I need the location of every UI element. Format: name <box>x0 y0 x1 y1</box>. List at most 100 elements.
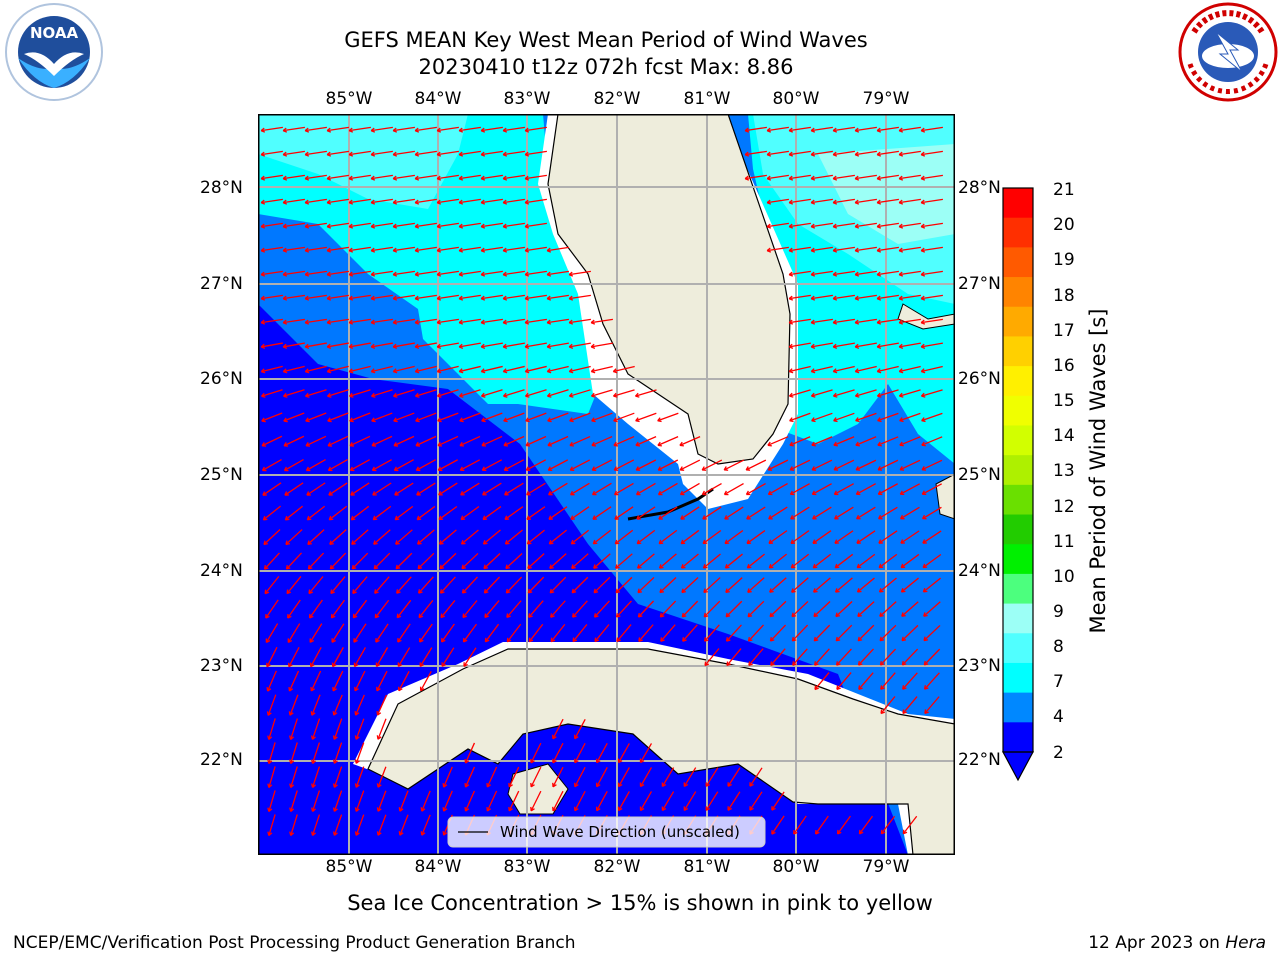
colorbar-extend-triangle <box>1001 751 1035 782</box>
wave-arrow <box>462 600 478 618</box>
wave-arrow-head <box>701 490 707 496</box>
wave-arrow <box>462 576 478 594</box>
wave-arrow <box>261 246 283 252</box>
wave-arrow-head <box>679 466 685 471</box>
wave-arrow-head <box>832 247 838 253</box>
wave-arrow-head <box>260 319 266 325</box>
wave-arrow <box>283 126 305 132</box>
wave-arrow <box>811 270 833 276</box>
wave-arrow-head <box>349 466 355 472</box>
wave-arrow-head <box>637 564 642 569</box>
wave-arrow-head <box>922 587 928 593</box>
wave-arrow-head <box>458 368 464 374</box>
wave-arrow-head <box>613 466 619 471</box>
wave-arrow <box>552 718 564 740</box>
wave-arrow-head <box>593 564 598 569</box>
wave-arrow-head <box>704 661 710 667</box>
wave-arrow-head <box>898 271 904 277</box>
wave-arrow <box>921 412 943 422</box>
wave-arrow-head <box>458 343 464 349</box>
wave-arrow <box>327 126 349 132</box>
wave-arrow-head <box>789 441 794 447</box>
wave-arrow-head <box>569 441 574 447</box>
footer-date: 12 Apr 2023 on Hera <box>1088 933 1266 953</box>
wave-arrow-head <box>923 660 929 666</box>
wave-arrow-head <box>854 295 860 301</box>
colorbar-tick: 14 <box>1053 426 1075 446</box>
wave-arrow <box>460 506 480 520</box>
wave-arrow <box>371 294 393 300</box>
wave-arrow-head <box>617 806 623 812</box>
colorbar-tick: 2 <box>1053 743 1064 763</box>
wave-arrow-head <box>436 151 442 157</box>
wave-arrow-head <box>282 295 288 301</box>
wave-arrow-head <box>702 539 708 545</box>
colorbar-tick: 20 <box>1053 215 1075 235</box>
wave-arrow-head <box>876 295 882 301</box>
wave-arrow <box>262 482 282 496</box>
wave-arrow-head <box>260 247 266 253</box>
colorbar-tick: 10 <box>1053 567 1075 587</box>
wave-arrow-head <box>879 612 884 617</box>
wave-arrow-head <box>414 368 420 374</box>
wave-arrow <box>877 198 899 204</box>
wave-arrow-head <box>548 515 554 520</box>
wave-arrow-head <box>441 662 446 667</box>
wave-arrow <box>305 342 327 348</box>
wave-arrow-head <box>769 636 775 642</box>
wave-arrow <box>701 459 723 471</box>
wave-arrow-head <box>398 831 404 836</box>
wave-arrow <box>592 506 612 520</box>
wave-arrow <box>371 412 393 422</box>
wave-arrow <box>547 342 569 348</box>
wave-arrow-head <box>326 175 332 181</box>
wave-arrow <box>858 672 874 690</box>
wave-arrow-head <box>770 661 775 666</box>
wave-arrow-head <box>788 199 794 205</box>
wave-arrow <box>420 671 432 691</box>
wave-arrow-head <box>572 613 577 618</box>
wave-arrow-head <box>524 247 530 253</box>
wave-arrow-head <box>326 199 332 205</box>
wave-arrow-head <box>658 539 664 545</box>
wave-arrow <box>745 174 767 180</box>
wave-arrow-head <box>900 563 906 569</box>
wave-arrow <box>349 435 371 447</box>
wave-arrow-head <box>615 613 621 618</box>
wave-arrow-head <box>568 319 574 325</box>
wave-arrow <box>265 623 279 643</box>
wave-arrow <box>305 365 327 373</box>
wave-arrow-head <box>437 441 443 447</box>
wave-arrow-head <box>854 127 860 133</box>
wave-arrow-head <box>484 613 489 619</box>
wave-arrow <box>329 552 347 570</box>
wave-arrow <box>790 553 810 569</box>
wave-arrow-head <box>311 783 317 788</box>
wave-arrow-head <box>791 588 796 593</box>
wave-arrow-head <box>353 662 359 668</box>
wave-arrow <box>680 506 700 520</box>
wave-arrow <box>377 718 387 740</box>
wave-arrow-head <box>326 343 332 349</box>
wave-arrow <box>855 150 877 156</box>
wave-arrow <box>921 483 943 495</box>
wave-arrow <box>525 412 547 422</box>
colorbar-segment <box>1003 395 1033 426</box>
wave-arrow-head <box>766 151 772 157</box>
wave-arrow-head <box>616 637 621 643</box>
wave-arrow <box>835 624 853 642</box>
wave-arrow-head <box>793 830 798 835</box>
wave-arrow <box>879 624 897 642</box>
wave-arrow <box>286 576 302 594</box>
wave-arrow <box>421 814 431 836</box>
wave-arrow <box>705 767 719 787</box>
wave-arrow <box>811 318 833 324</box>
wave-arrow <box>483 529 501 545</box>
wave-arrow <box>880 696 896 714</box>
wave-arrow-head <box>810 392 816 398</box>
wave-arrow-head <box>508 782 513 788</box>
wave-arrow-head <box>266 662 271 668</box>
wave-arrow-head <box>769 612 775 618</box>
wave-arrow-head <box>392 343 398 349</box>
wave-arrow-head <box>876 199 882 205</box>
